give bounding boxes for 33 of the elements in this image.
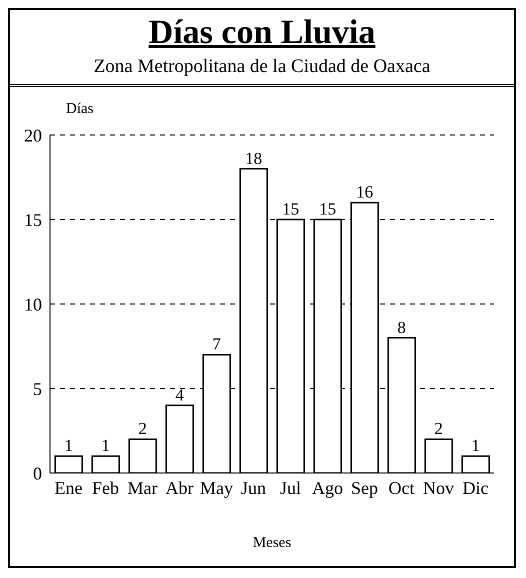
data-label: 4 (175, 385, 184, 404)
x-axis-title: Meses (252, 535, 292, 551)
x-tick-label: Jul (280, 478, 302, 498)
data-label: 7 (212, 334, 222, 354)
x-tick-label: Jun (240, 478, 266, 498)
data-label: 8 (397, 318, 406, 337)
data-label: 2 (434, 419, 443, 438)
data-label: 2 (138, 419, 147, 438)
x-tick-label: Ene (54, 478, 83, 498)
y-tick-label: 10 (24, 294, 42, 314)
x-tick-label: Ago (312, 478, 343, 498)
x-tick-label: Oct (388, 478, 414, 498)
x-tick-label: Feb (92, 478, 119, 498)
data-label: 1 (101, 436, 110, 456)
x-tick-label: Dic (462, 478, 488, 498)
data-label: 1 (64, 436, 73, 456)
x-tick-label: Sep (351, 478, 378, 498)
y-tick-label: 5 (33, 378, 42, 399)
x-tick-label: May (200, 478, 233, 498)
y-tick-label: 15 (24, 210, 42, 230)
data-label: 16 (356, 182, 374, 202)
x-tick-label: Mar (128, 478, 158, 498)
x-tick-label: Abr (166, 478, 194, 498)
chart-subtitle: Zona Metropolitana de la Ciudad de Oaxaca (92, 56, 432, 78)
data-label: 1 (471, 436, 480, 456)
data-label: 15 (282, 200, 300, 218)
y-tick-label: 20 (24, 125, 42, 146)
data-label: 18 (245, 148, 262, 168)
chart-title: Días con Lluvia (148, 13, 376, 53)
data-label: 15 (319, 200, 336, 218)
y-tick-label: 0 (33, 463, 42, 484)
x-tick-label: Nov (423, 478, 454, 498)
y-axis-title: Días (66, 101, 94, 118)
